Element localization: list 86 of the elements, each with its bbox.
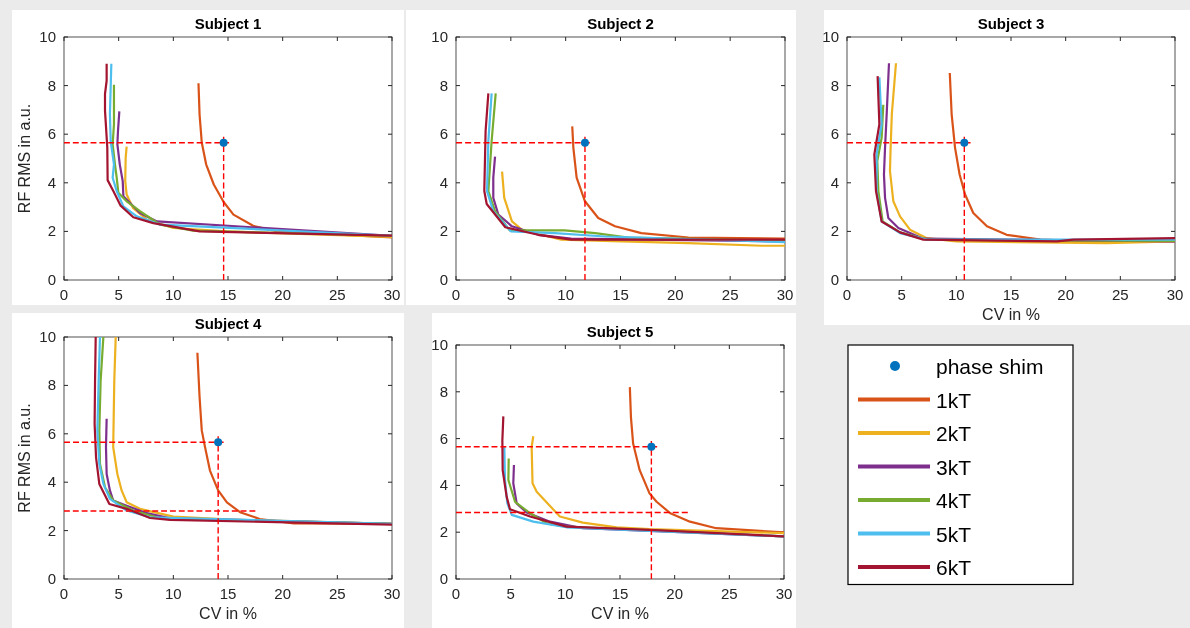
x-tick-label: 10 xyxy=(164,286,182,303)
x-tick-label: 0 xyxy=(451,585,461,602)
x-tick-label: 20 xyxy=(666,585,684,602)
y-tick-label: 2 xyxy=(47,222,56,240)
legend-label: 4kT xyxy=(936,489,972,512)
x-tick-label: 25 xyxy=(1111,286,1129,303)
x-tick-label: 5 xyxy=(114,585,123,602)
y-tick-label: 4 xyxy=(439,476,448,494)
chart-title: Subject 4 xyxy=(194,315,262,332)
y-tick-label: 8 xyxy=(439,382,448,400)
legend-label: 2kT xyxy=(936,422,972,445)
x-axis-title: CV in % xyxy=(982,306,1040,323)
x-tick-label: 15 xyxy=(219,585,237,602)
y-tick-label: 4 xyxy=(47,173,56,191)
y-tick-label: 8 xyxy=(47,376,56,394)
x-tick-label: 15 xyxy=(612,286,629,303)
x-tick-label: 30 xyxy=(383,286,401,303)
y-tick-label: 8 xyxy=(830,76,839,94)
y-tick-label: 0 xyxy=(439,271,448,288)
x-tick-label: 25 xyxy=(720,585,738,602)
x-tick-label: 0 xyxy=(451,286,461,303)
x-tick-label: 15 xyxy=(611,585,629,602)
y-tick-label: 6 xyxy=(47,424,56,442)
y-tick-label: 2 xyxy=(830,222,839,240)
x-tick-label: 30 xyxy=(775,585,793,602)
y-tick-label: 10 xyxy=(431,28,448,45)
y-tick-label: 10 xyxy=(431,336,448,353)
y-tick-label: 4 xyxy=(439,173,448,191)
y-tick-label: 4 xyxy=(830,173,839,191)
legend-label: 1kT xyxy=(936,388,972,412)
x-tick-label: 20 xyxy=(666,286,684,303)
line-series xyxy=(571,125,787,240)
line-series xyxy=(530,435,786,535)
x-tick-label: 0 xyxy=(842,286,852,303)
x-tick-label: 25 xyxy=(721,286,739,303)
x-tick-label: 10 xyxy=(557,286,575,303)
x-tick-label: 30 xyxy=(383,585,401,602)
chart-title: Subject 2 xyxy=(587,15,654,32)
x-tick-label: 5 xyxy=(506,286,516,303)
legend-label: 6kT xyxy=(936,556,972,579)
y-tick-label: 0 xyxy=(439,570,448,587)
legend-label: 5kT xyxy=(936,522,972,546)
y-tick-label: 6 xyxy=(830,125,839,143)
x-tick-label: 5 xyxy=(506,585,515,602)
y-axis-title: RF RMS in a.u. xyxy=(16,403,33,513)
x-tick-label: 30 xyxy=(776,286,794,303)
x-tick-label: 20 xyxy=(274,286,292,303)
y-tick-label: 10 xyxy=(39,328,56,345)
y-tick-label: 10 xyxy=(39,28,56,45)
y-tick-label: 0 xyxy=(47,570,56,587)
legend-label: phase shim xyxy=(936,355,1044,378)
legend-label: 3kT xyxy=(936,455,972,479)
y-tick-label: 2 xyxy=(47,521,56,539)
y-tick-label: 6 xyxy=(439,429,448,447)
x-tick-label: 20 xyxy=(1057,286,1075,303)
y-tick-label: 0 xyxy=(47,271,56,288)
y-tick-label: 0 xyxy=(830,271,839,288)
x-tick-label: 10 xyxy=(556,585,574,602)
y-tick-label: 6 xyxy=(47,125,56,143)
x-tick-label: 10 xyxy=(947,286,965,303)
x-tick-label: 15 xyxy=(219,286,237,303)
x-tick-label: 30 xyxy=(1166,286,1184,303)
x-axis-title: CV in % xyxy=(199,605,257,622)
chart-title: Subject 5 xyxy=(586,323,654,340)
chart-title: Subject 3 xyxy=(977,15,1045,32)
y-tick-label: 8 xyxy=(439,76,448,94)
x-tick-label: 5 xyxy=(114,286,123,303)
y-tick-label: 10 xyxy=(822,28,839,45)
x-tick-label: 25 xyxy=(328,585,346,602)
y-tick-label: 2 xyxy=(439,523,448,541)
chart-title: Subject 1 xyxy=(194,15,262,32)
x-tick-label: 0 xyxy=(59,585,69,602)
x-tick-label: 10 xyxy=(164,585,182,602)
x-tick-label: 5 xyxy=(897,286,906,303)
y-tick-label: 8 xyxy=(47,76,56,94)
x-tick-label: 15 xyxy=(1002,286,1020,303)
line-series xyxy=(628,386,786,534)
y-tick-label: 6 xyxy=(439,125,448,143)
x-tick-label: 0 xyxy=(59,286,69,303)
x-axis-title: CV in % xyxy=(591,605,649,622)
y-axis-title: RF RMS in a.u. xyxy=(16,103,33,214)
y-tick-label: 2 xyxy=(439,222,448,240)
y-tick-label: 4 xyxy=(47,473,56,491)
line-series xyxy=(501,415,786,538)
x-tick-label: 20 xyxy=(274,585,292,602)
x-tick-label: 25 xyxy=(328,286,346,303)
